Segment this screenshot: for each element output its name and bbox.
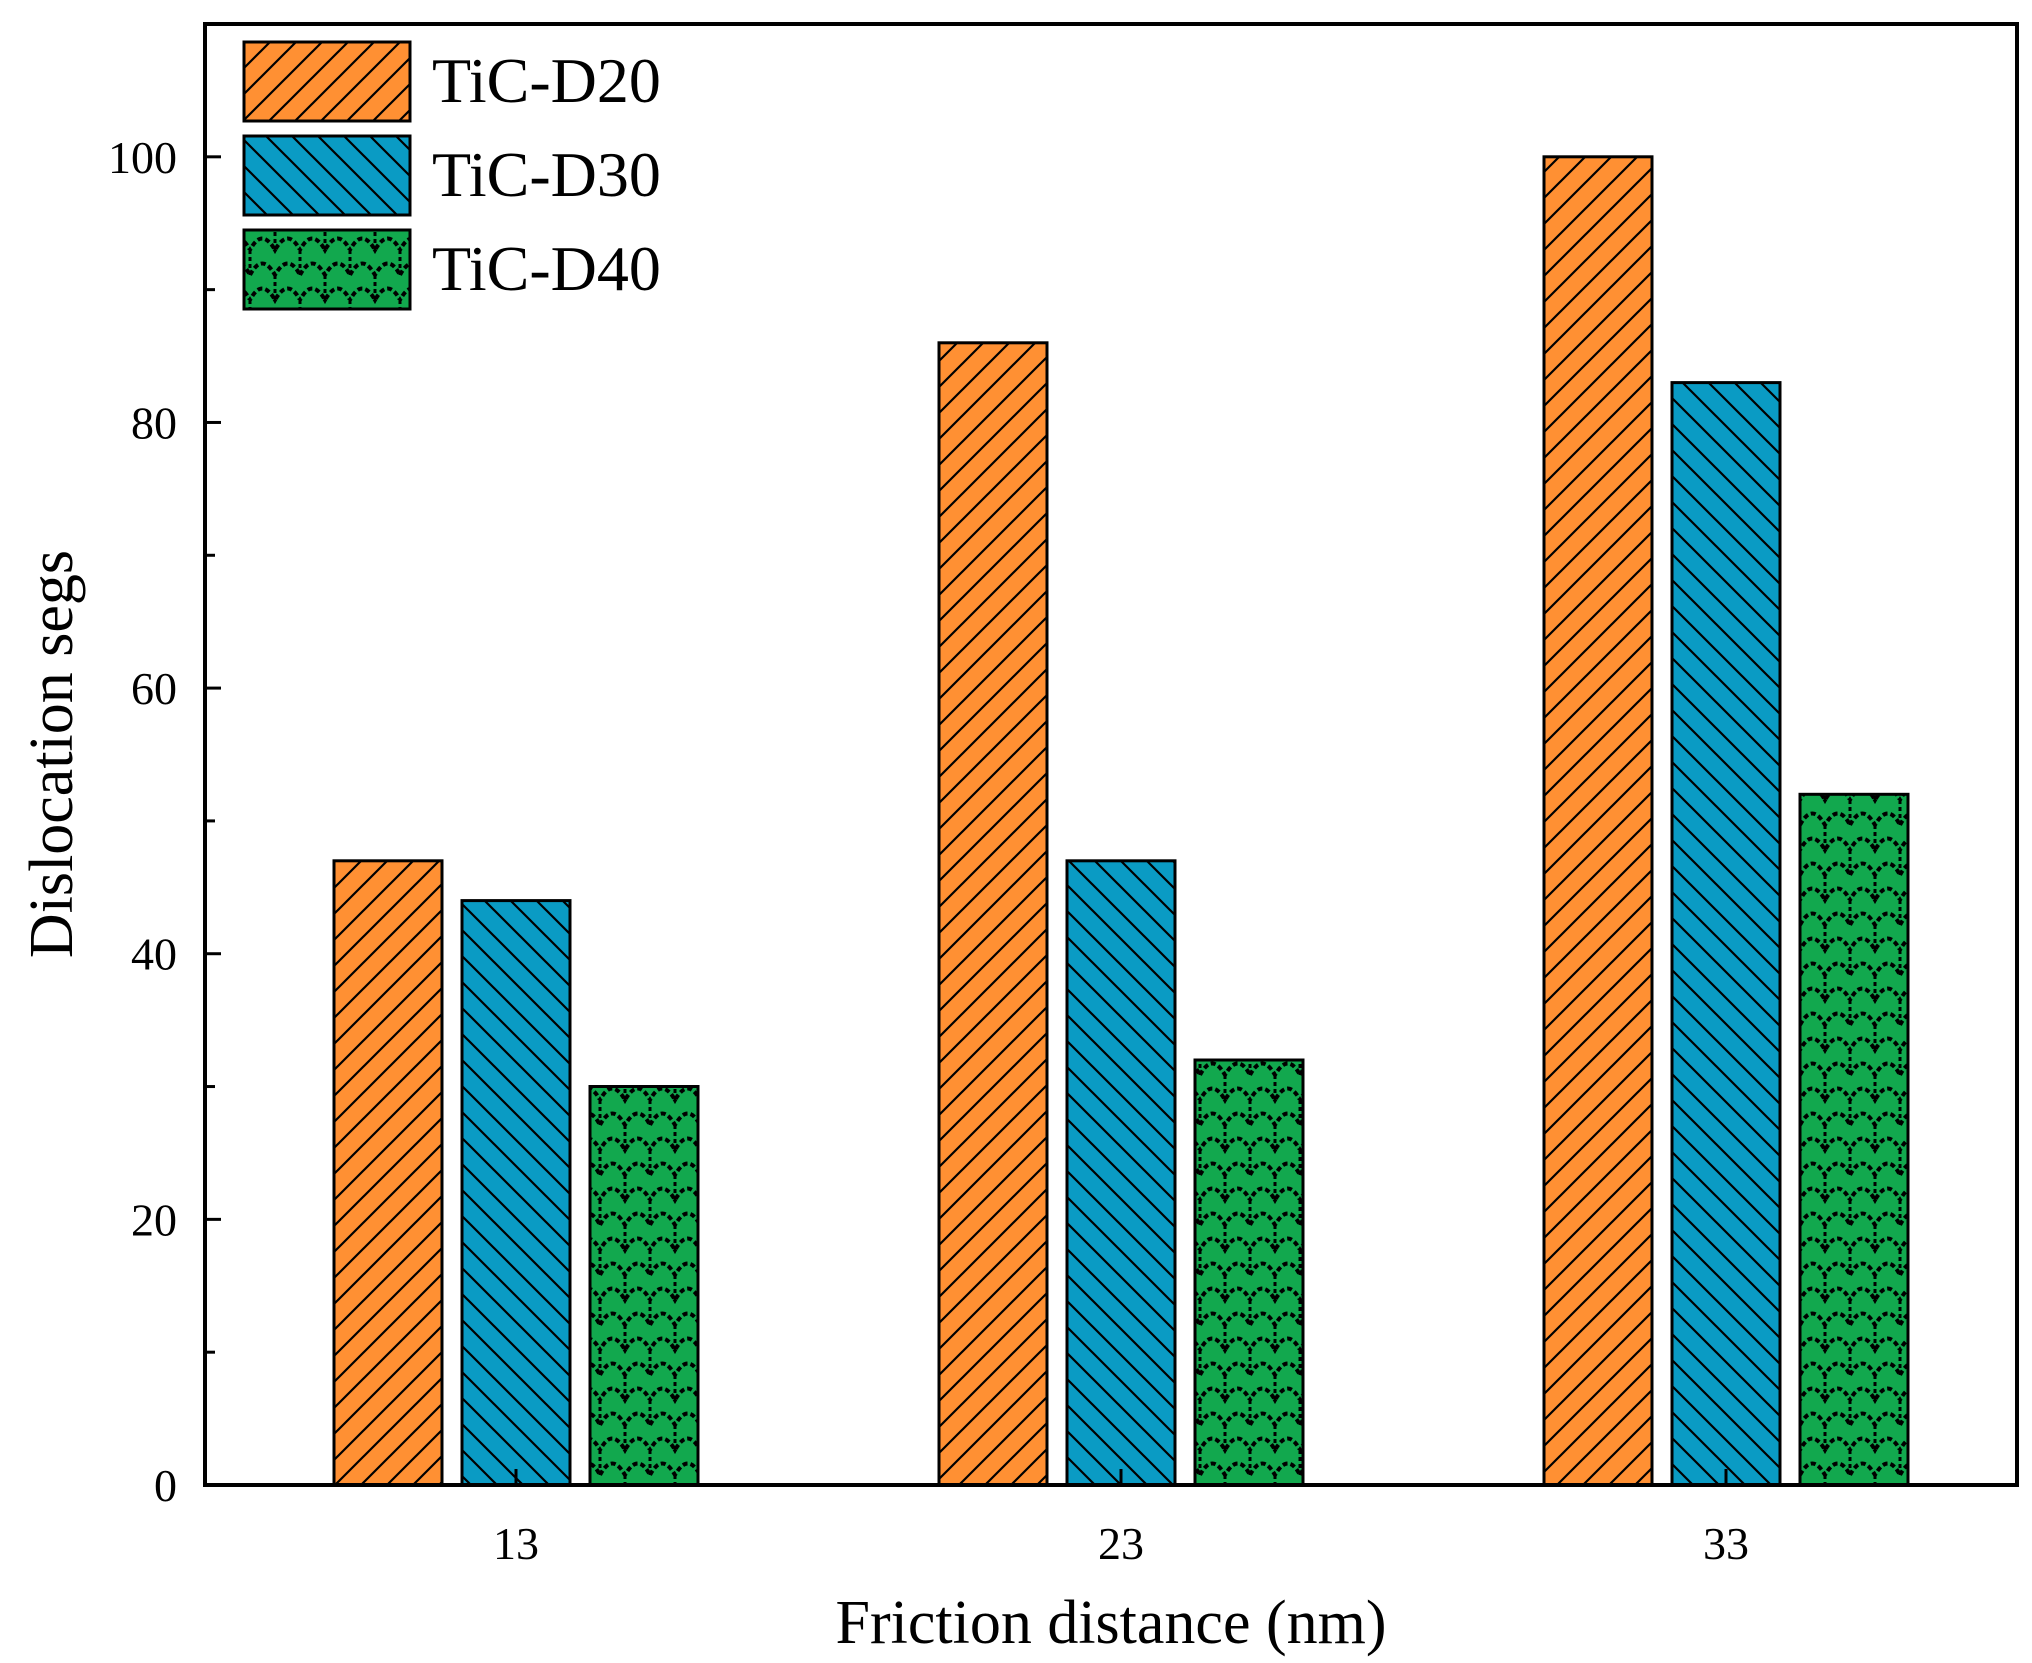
- y-tick-label-20: 20: [131, 1194, 177, 1245]
- bars-layer: [332, 155, 1910, 1487]
- legend-swatch-tic-d30: [242, 134, 412, 217]
- bar-tic-d30-13: [460, 899, 572, 1487]
- y-tick-label-0: 0: [154, 1460, 177, 1511]
- axes-layer: [203, 22, 2019, 1487]
- y-tick-label-80: 80: [131, 397, 177, 448]
- x-tick-label-33: 33: [1703, 1518, 1749, 1569]
- bar-tic-d20-23: [937, 341, 1049, 1487]
- x-axis-title: Friction distance (nm): [836, 1589, 1387, 1657]
- bar-tic-d40-23: [1193, 1058, 1305, 1487]
- bar-tic-d20-13: [332, 859, 444, 1487]
- x-tick-label-23: 23: [1098, 1518, 1144, 1569]
- bar-tic-d40-33: [1798, 792, 1910, 1487]
- y-tick-label-40: 40: [131, 929, 177, 980]
- legend-swatch-tic-d20: [242, 40, 412, 123]
- legend-label-tic-d30: TiC-D30: [432, 139, 661, 210]
- bar-tic-d40-13: [588, 1085, 700, 1487]
- bar-tic-d30-23: [1065, 859, 1177, 1487]
- y-axis-title: Dislocation segs: [18, 550, 86, 958]
- legend: TiC-D20 TiC-D30 TiC-D40: [242, 40, 661, 311]
- bar-tic-d30-33: [1670, 381, 1782, 1487]
- ticks-layer: 0 20 40 60 80 100 13 23 33: [108, 132, 1749, 1569]
- x-tick-label-13: 13: [493, 1518, 539, 1569]
- plot-frame: [203, 22, 2019, 1487]
- legend-label-tic-d20: TiC-D20: [432, 45, 661, 116]
- legend-label-tic-d40: TiC-D40: [432, 233, 661, 304]
- legend-swatch-tic-d40: [242, 228, 412, 311]
- y-tick-label-100: 100: [108, 132, 177, 183]
- bar-tic-d20-33: [1542, 155, 1654, 1487]
- y-tick-label-60: 60: [131, 663, 177, 714]
